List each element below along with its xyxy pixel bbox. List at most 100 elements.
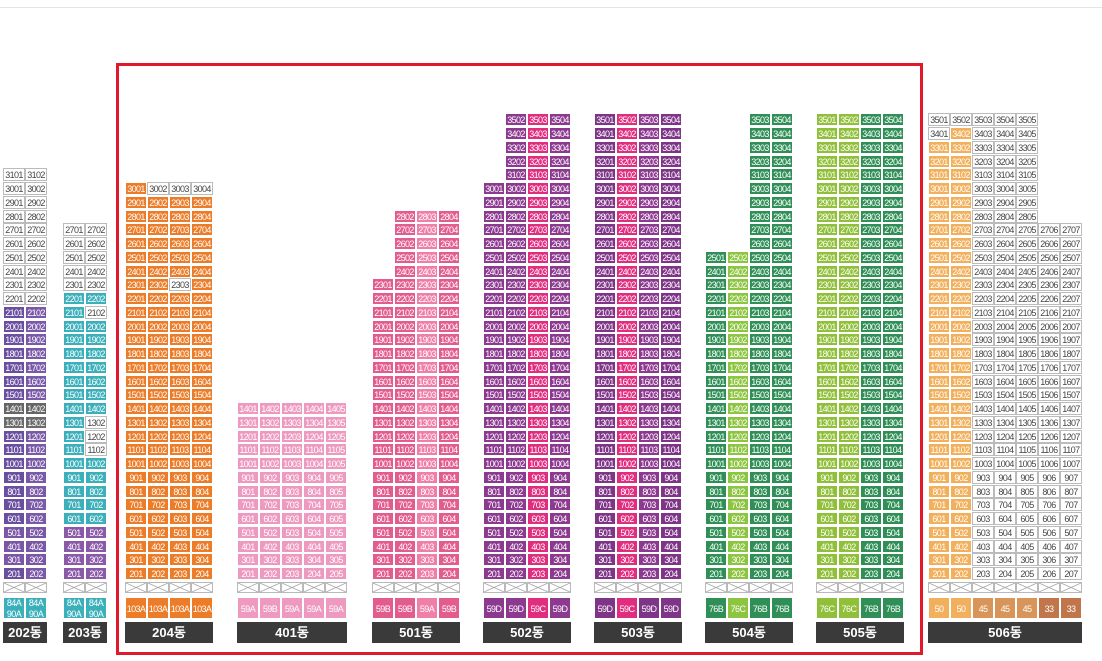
unit-cell: 2203: [638, 292, 660, 305]
unit-cell: 203: [169, 567, 191, 580]
unit-cell: 1203: [749, 429, 771, 443]
unit-cell: 2304: [549, 278, 571, 292]
unit-cell: 3302: [950, 140, 972, 154]
unit-cell: 1203: [169, 429, 191, 443]
unit-cell: 2901: [483, 195, 505, 209]
unit-cell: 2803: [860, 209, 882, 223]
unit-cell: 403: [416, 539, 438, 553]
unit-cell: 1001: [237, 457, 259, 470]
unit-cell: 2002: [394, 319, 416, 333]
unit-cell: 1403: [972, 402, 994, 415]
unit-cell: 2803: [972, 209, 994, 223]
unit-cell: 3101: [3, 168, 25, 182]
unit-cell: 202: [727, 567, 749, 580]
unit-cell: 1504: [191, 388, 213, 402]
unit-cell: 403: [527, 539, 549, 553]
pilotis-cell: [325, 582, 347, 593]
unit-cell: 2301: [483, 278, 505, 292]
unit-cell: 3204: [660, 154, 682, 168]
unit-cell: 3101: [928, 168, 950, 182]
unit-cell: 2804: [549, 209, 571, 223]
unit-cell: 3105: [1016, 168, 1038, 182]
unit-cell: 2001: [63, 319, 85, 333]
unit-cell: 802: [727, 484, 749, 498]
unit-cell: 201: [928, 567, 950, 580]
unit-cell: 2002: [838, 319, 860, 333]
unit-cell: 805: [1016, 484, 1038, 498]
unit-cell: 804: [438, 484, 460, 498]
unit-cell: 1006: [1038, 457, 1060, 470]
unit-cell: 1907: [1060, 333, 1082, 347]
unit-cell: 1501: [63, 388, 85, 402]
unit-cell: 802: [838, 484, 860, 498]
building-label: 202동: [3, 622, 47, 643]
unit-cell: 503: [638, 525, 660, 539]
unit-cell: 3405: [1016, 127, 1038, 140]
unit-cell: 1503: [749, 388, 771, 402]
unit-cell: 2502: [838, 250, 860, 264]
unit-cell: 1404: [660, 402, 682, 415]
unit-cell: 501: [816, 525, 838, 539]
unit-cell: 1003: [169, 457, 191, 470]
unit-cell: 1102: [505, 443, 527, 457]
unit-cell: 2804: [882, 209, 904, 223]
unit-type: 45: [994, 597, 1016, 619]
unit-cell: 2703: [749, 223, 771, 237]
unit-cell: 2403: [638, 264, 660, 278]
unit-cell: 2404: [771, 264, 793, 278]
unit-cell: 902: [727, 470, 749, 484]
unit-cell: 2902: [838, 195, 860, 209]
unit-cell: 3201: [928, 154, 950, 168]
unit-cell: 2003: [860, 319, 882, 333]
unit-cell: 2303: [860, 278, 882, 292]
unit-cell: 1601: [928, 374, 950, 388]
unit-cell: 3001: [125, 182, 147, 195]
unit-cell: 2802: [616, 209, 638, 223]
unit-cell: 2002: [616, 319, 638, 333]
unit-cell: 1404: [549, 402, 571, 415]
unit-cell: 801: [594, 484, 616, 498]
unit-cell: 2502: [950, 250, 972, 264]
unit-cell: 1401: [705, 402, 727, 415]
unit-cell: 2302: [85, 278, 107, 292]
unit-cell: 2701: [928, 223, 950, 237]
unit-cell: 1603: [638, 374, 660, 388]
unit-cell: 203: [749, 567, 771, 580]
unit-cell: 303: [281, 553, 303, 567]
unit-cell: 3502: [505, 113, 527, 127]
unit-cell: 3202: [505, 154, 527, 168]
unit-cell: 602: [616, 512, 638, 525]
unit-cell: 204: [191, 567, 213, 580]
unit-cell: 2902: [147, 195, 169, 209]
unit-cell: 1205: [325, 429, 347, 443]
unit-cell: 1104: [191, 443, 213, 457]
unit-cell: 2604: [660, 237, 682, 250]
unit-cell: 1703: [416, 360, 438, 374]
unit-cell: 804: [303, 484, 325, 498]
unit-cell: 303: [169, 553, 191, 567]
unit-cell: 1502: [394, 388, 416, 402]
unit-cell: 1401: [237, 402, 259, 415]
unit-cell: 2303: [169, 278, 191, 292]
unit-cell: 2507: [1060, 250, 1082, 264]
unit-cell: 2201: [705, 292, 727, 305]
unit-cell: 402: [616, 539, 638, 553]
unit-cell: 1401: [483, 402, 505, 415]
unit-type: 59D: [549, 597, 571, 619]
unit-cell: 1307: [1060, 415, 1082, 429]
unit-cell: 201: [3, 567, 25, 580]
unit-cell: 302: [727, 553, 749, 567]
unit-cell: 1902: [838, 333, 860, 347]
unit-cell: 2104: [549, 305, 571, 319]
unit-cell: 303: [527, 553, 549, 567]
pilotis-cell: [882, 582, 904, 593]
unit-cell: 602: [147, 512, 169, 525]
unit-cell: 2801: [594, 209, 616, 223]
unit-cell: 1101: [483, 443, 505, 457]
unit-cell: 304: [771, 553, 793, 567]
unit-cell: 602: [950, 512, 972, 525]
unit-cell: 3002: [950, 182, 972, 195]
unit-cell: 2503: [749, 250, 771, 264]
unit-cell: 1501: [816, 388, 838, 402]
unit-cell: 802: [950, 484, 972, 498]
